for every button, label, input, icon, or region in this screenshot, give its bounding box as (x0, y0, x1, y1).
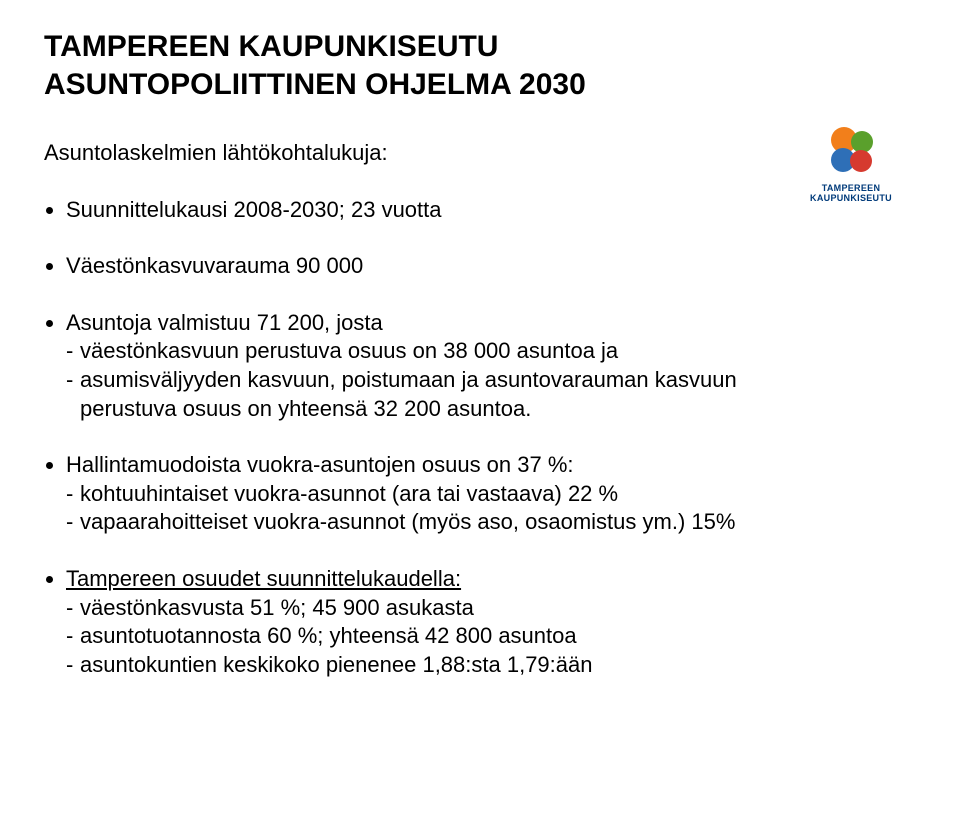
page-title-line2: ASUNTOPOLIITTINEN OHJELMA 2030 (44, 68, 586, 101)
sub-item: väestönkasvuun perustuva osuus on 38 000… (58, 337, 744, 366)
bullet-item: Hallintamuodoista vuokra-asuntojen osuus… (66, 451, 744, 537)
bullet-text: Väestönkasvuvarauma 90 000 (66, 253, 363, 278)
subheading: Asuntolaskelmien lähtökohtalukuja: (44, 139, 744, 168)
sub-item: kohtuuhintaiset vuokra-asunnot (ara tai … (58, 480, 744, 509)
sub-list: väestönkasvusta 51 %; 45 900 asukasta as… (44, 594, 744, 680)
brand-logo: TAMPEREEN KAUPUNKISEUTU (786, 120, 916, 204)
brand-logo-text: TAMPEREEN KAUPUNKISEUTU (810, 184, 892, 204)
sub-item: asumisväljyyden kasvuun, poistumaan ja a… (58, 366, 744, 423)
bullet-item: Väestönkasvuvarauma 90 000 (66, 252, 744, 281)
brand-logo-text-line1: TAMPEREEN (822, 183, 881, 193)
sub-item: vapaarahoitteiset vuokra-asunnot (myös a… (58, 508, 744, 537)
bullet-text: Asuntoja valmistuu 71 200, josta (66, 310, 383, 335)
content: Asuntolaskelmien lähtökohtalukuja: Suunn… (44, 139, 744, 679)
bullet-item: Suunnittelukausi 2008-2030; 23 vuotta (66, 196, 744, 225)
bullet-text: Tampereen osuudet suunnittelukaudella: (66, 566, 461, 591)
bullet-list: Suunnittelukausi 2008-2030; 23 vuotta Vä… (44, 196, 744, 680)
page-title-line1: TAMPEREEN KAUPUNKISEUTU (44, 30, 498, 63)
bullet-item: Asuntoja valmistuu 71 200, josta väestön… (66, 309, 744, 423)
brand-logo-mark (820, 120, 882, 182)
brand-logo-text-line2: KAUPUNKISEUTU (810, 193, 892, 203)
bullet-text: Suunnittelukausi 2008-2030; 23 vuotta (66, 197, 442, 222)
page-title: TAMPEREEN KAUPUNKISEUTU ASUNTOPOLIITTINE… (44, 28, 916, 103)
sub-list: kohtuuhintaiset vuokra-asunnot (ara tai … (44, 480, 744, 537)
sub-item: asuntokuntien keskikoko pienenee 1,88:st… (58, 651, 744, 680)
sub-item: väestönkasvusta 51 %; 45 900 asukasta (58, 594, 744, 623)
bullet-text: Hallintamuodoista vuokra-asuntojen osuus… (66, 452, 574, 477)
bullet-item: Tampereen osuudet suunnittelukaudella: v… (66, 565, 744, 679)
sub-list: väestönkasvuun perustuva osuus on 38 000… (44, 337, 744, 423)
sub-item: asuntotuotannosta 60 %; yhteensä 42 800 … (58, 622, 744, 651)
